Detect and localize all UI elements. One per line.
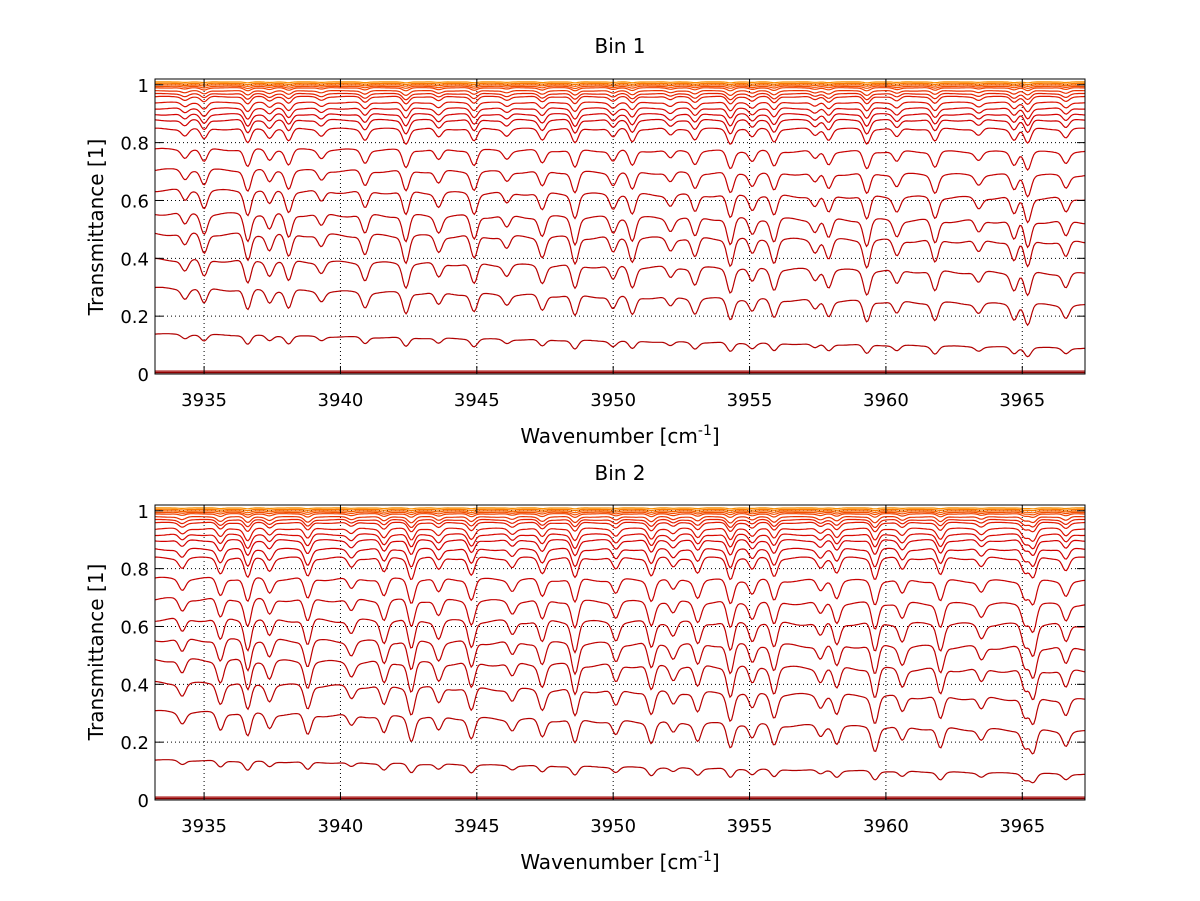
bin2-series-line-19 (155, 511, 1085, 516)
bin1-series-line-3 (154, 286, 1086, 327)
bin1-series-line-12 (154, 113, 1086, 128)
bin2-ytick-label: 1 (138, 502, 149, 523)
bin2-series-line-12 (154, 539, 1086, 557)
bin1-ytick-label: 1 (138, 76, 149, 97)
bin2-xtick-label: 3950 (590, 816, 636, 837)
bin1-ytick-label: 0 (138, 365, 149, 386)
bin2-series-line-22 (155, 507, 1085, 510)
bin2-xtick-label: 3955 (727, 816, 773, 837)
bin2-series-line-16 (155, 518, 1085, 529)
bin1-xlabel: Wavenumber [cm-1] (520, 423, 719, 448)
bin2-series-line-21 (155, 508, 1085, 512)
bin1-xtick-label: 3945 (454, 390, 500, 411)
bin2-xtick-label: 3945 (454, 816, 500, 837)
bin2-series-line-4 (154, 680, 1086, 726)
bin1-yticks: 0 0.2 0.4 0.6 0.8 1 (120, 76, 1085, 386)
bin1-ytick-label: 0.4 (120, 249, 149, 270)
bin2-series-line-17 (155, 515, 1086, 524)
bin1-series-line-13 (155, 107, 1085, 120)
bin2-ytick-label: 0.2 (120, 733, 149, 754)
bin2-series-line-20 (155, 510, 1086, 514)
bin1-series-line-5 (154, 232, 1086, 269)
bin2-ytick-label: 0.6 (120, 617, 149, 638)
bin1-ytick-label: 0.8 (120, 134, 149, 155)
bin1-series-line-15 (154, 95, 1086, 105)
bin1-series-line-17 (154, 90, 1085, 97)
bin2-xticks: 3935 3940 3945 3950 3955 3960 3965 (181, 505, 1045, 837)
bin2-series-line-18 (154, 513, 1085, 519)
bin1-series-line-19 (155, 85, 1085, 90)
bin2-series-line-14 (154, 527, 1086, 542)
bin1-series-line-21 (155, 82, 1085, 86)
bin2-series-line-2 (154, 759, 1086, 784)
bin2-xtick-label: 3940 (318, 816, 364, 837)
bin1-series-line-8 (154, 168, 1086, 198)
bin1-series-line-10 (155, 127, 1086, 146)
bin2-series-line-9 (154, 576, 1086, 606)
bin1-chart: Bin 1 Transmittance [1] Wavenumber [cm-1… (84, 34, 1086, 448)
bin1-ytick-label: 0.2 (120, 307, 149, 328)
bin2-chart: Bin 2 Transmittance [1] Wavenumber [cm-1… (84, 461, 1086, 874)
bin1-xtick-label: 3965 (999, 390, 1045, 411)
bin2-plot-lines (154, 507, 1086, 800)
bin2-ylabel: Transmittance [1] (84, 564, 108, 742)
bin1-series-line-2 (154, 333, 1086, 358)
bin1-xticks: 3935 3940 3945 3950 3955 3960 3965 (181, 79, 1045, 411)
bin1-series-line-7 (154, 188, 1086, 224)
bin1-xtick-label: 3935 (181, 390, 227, 411)
bin2-series-line-6 (154, 638, 1086, 679)
bin1-series-line-16 (155, 92, 1085, 101)
bin2-ytick-label: 0.4 (120, 675, 149, 696)
bin2-series-line-10 (155, 556, 1086, 581)
bin1-xtick-label: 3950 (590, 390, 636, 411)
bin1-series-line-4 (154, 257, 1086, 297)
bin1-series-line-20 (155, 84, 1085, 88)
bin1-series-line-14 (154, 101, 1086, 113)
bin2-series-line-15 (154, 521, 1086, 533)
bin2-xlabel: Wavenumber [cm-1] (520, 849, 719, 874)
bin1-series-line-9 (154, 147, 1086, 171)
bin1-title: Bin 1 (594, 34, 645, 58)
bin1-xtick-label: 3960 (863, 390, 909, 411)
bin2-title: Bin 2 (594, 461, 645, 485)
bin2-ytick-label: 0 (138, 791, 149, 812)
bin1-series-line-11 (154, 118, 1086, 135)
bin2-axes (154, 504, 1086, 801)
bin1-series-line-18 (155, 87, 1086, 92)
bin2-series-line-5 (154, 658, 1086, 701)
bin2-series-line-7 (154, 617, 1086, 658)
bin2-series-line-13 (155, 533, 1086, 550)
bin2-yticks: 0 0.2 0.4 0.6 0.8 1 (120, 502, 1085, 812)
bin2-series-line-3 (154, 709, 1086, 755)
bin1-xtick-label: 3955 (727, 390, 773, 411)
bin1-axes (154, 78, 1086, 375)
bin1-series-line-6 (154, 212, 1086, 249)
bin2-series-line-8 (154, 597, 1086, 634)
bin2-xtick-label: 3935 (181, 816, 227, 837)
bin2-ytick-label: 0.8 (120, 560, 149, 581)
bin2-series-line-11 (154, 547, 1086, 569)
bin1-series-line-22 (155, 81, 1085, 84)
bin1-plot-lines (154, 81, 1086, 374)
bin1-ylabel: Transmittance [1] (84, 139, 108, 317)
bin2-xtick-label: 3960 (863, 816, 909, 837)
bin1-ytick-label: 0.6 (120, 191, 149, 212)
bin1-xtick-label: 3940 (318, 390, 364, 411)
bin2-xtick-label: 3965 (999, 816, 1045, 837)
